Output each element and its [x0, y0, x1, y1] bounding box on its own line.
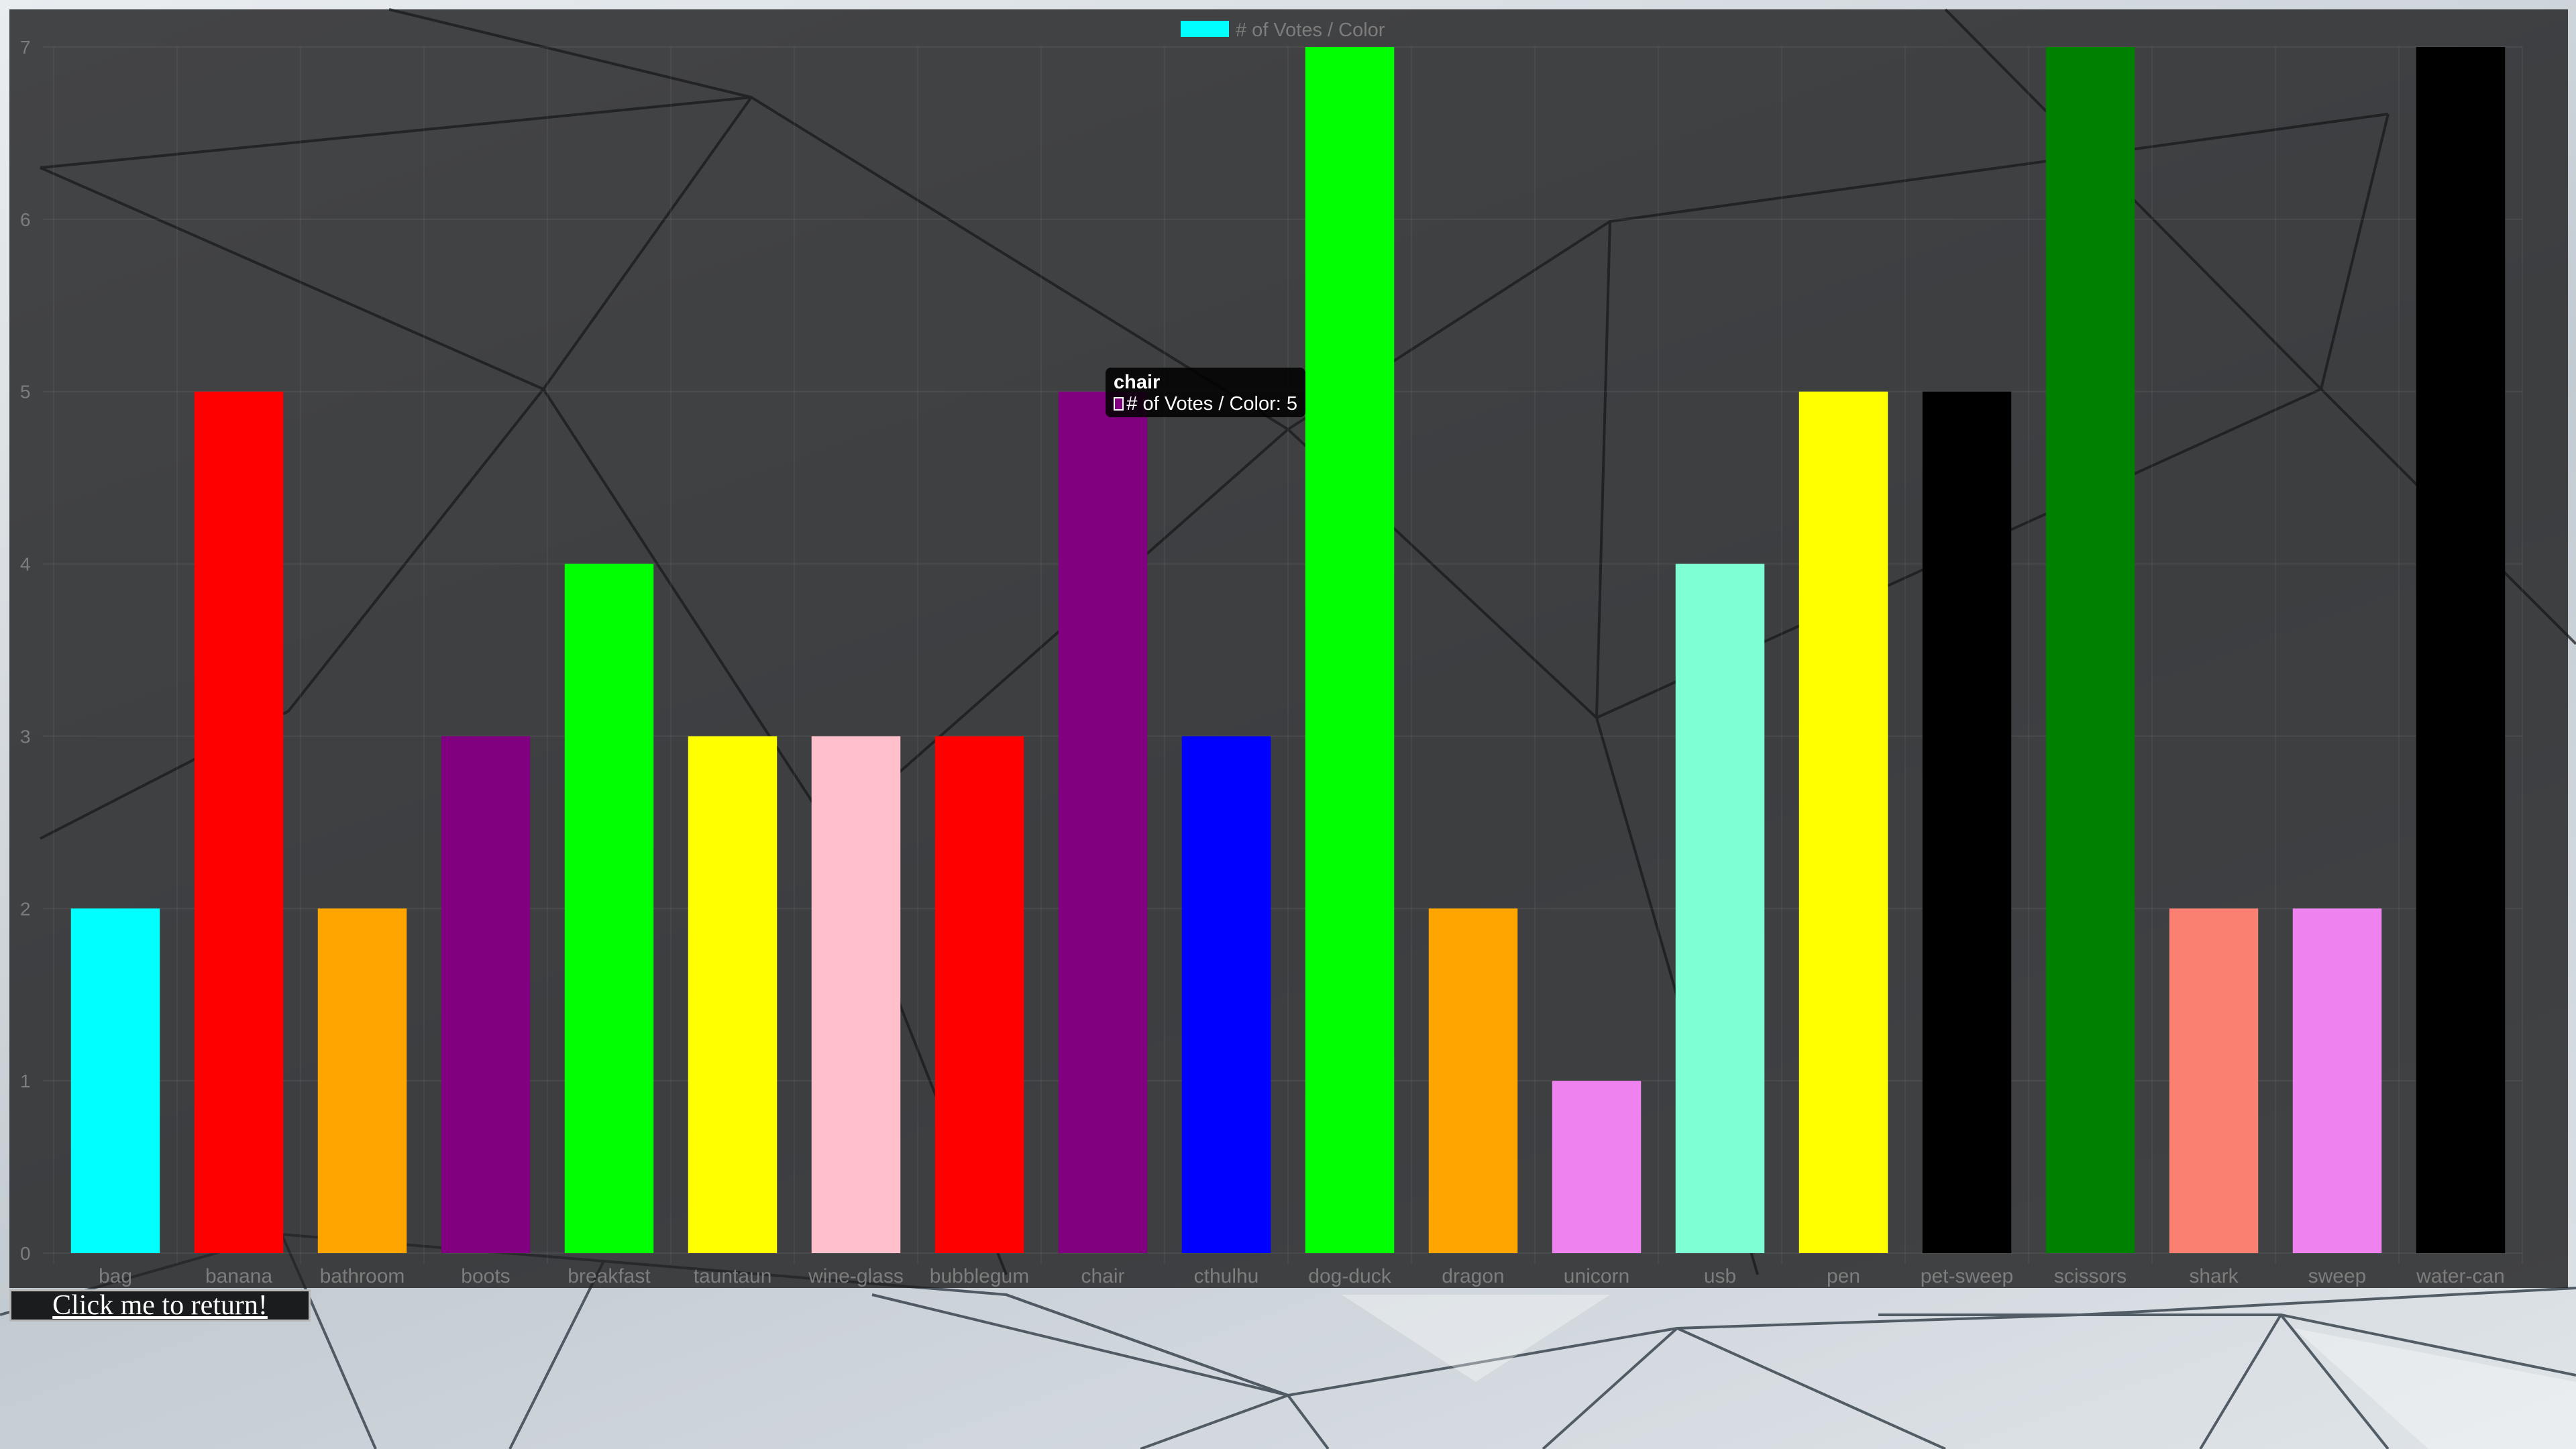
legend-label: # of Votes / Color: [1236, 19, 1385, 41]
bar-unicorn[interactable]: [1552, 1081, 1642, 1253]
x-tick-label: sweep: [2308, 1265, 2367, 1287]
x-tick-label: shark: [2189, 1265, 2239, 1287]
bar-chair[interactable]: [1058, 391, 1148, 1253]
tooltip-value: # of Votes / Color: 5: [1126, 393, 1297, 415]
y-tick-label: 0: [20, 1243, 31, 1264]
bar-usb[interactable]: [1675, 564, 1765, 1253]
y-tick-label: 5: [20, 382, 31, 402]
x-axis: bag banana bathroom boots breakfast tauntaun w…: [99, 1265, 2505, 1287]
bar-water-can[interactable]: [2416, 47, 2506, 1253]
bar-series[interactable]: [70, 47, 2506, 1253]
x-tick-label: pet-sweep: [1921, 1265, 2013, 1287]
bar-cthulhu[interactable]: [1181, 736, 1271, 1253]
y-axis: 0 1 2 3 4 5 6 7: [20, 37, 31, 1264]
bar-bathroom[interactable]: [317, 908, 407, 1253]
bar-bubblegum[interactable]: [934, 736, 1024, 1253]
x-tick-label: usb: [1704, 1265, 1736, 1287]
x-tick-label: bag: [99, 1265, 132, 1287]
x-tick-label: dog-duck: [1308, 1265, 1391, 1287]
return-button[interactable]: Click me to return!: [9, 1289, 311, 1322]
tooltip-title: chair: [1114, 372, 1161, 393]
x-tick-label: tauntaun: [694, 1265, 772, 1287]
x-tick-label: boots: [461, 1265, 510, 1287]
x-tick-label: water-can: [2416, 1265, 2505, 1287]
x-tick-label: scissors: [2054, 1265, 2127, 1287]
x-tick-label: cthulhu: [1194, 1265, 1259, 1287]
bar-sweep[interactable]: [2292, 908, 2382, 1253]
x-tick-label: bathroom: [320, 1265, 405, 1287]
bar-pet-sweep[interactable]: [1922, 391, 2012, 1253]
y-tick-label: 3: [20, 726, 31, 747]
legend-swatch: [1181, 21, 1229, 37]
x-tick-label: wine-glass: [808, 1265, 904, 1287]
bar-wine-glass[interactable]: [811, 736, 901, 1253]
bar-breakfast[interactable]: [564, 564, 654, 1253]
bar-boots[interactable]: [441, 736, 531, 1253]
tooltip-line: # of Votes / Color: 5: [1114, 393, 1297, 415]
x-tick-label: dragon: [1442, 1265, 1504, 1287]
bar-dragon[interactable]: [1428, 908, 1518, 1253]
x-tick-label: chair: [1081, 1265, 1124, 1287]
y-tick-label: 7: [20, 37, 31, 58]
y-tick-label: 4: [20, 554, 31, 575]
x-tick-label: banana: [205, 1265, 272, 1287]
bar-tooltip: chair # of Votes / Color: 5: [1106, 368, 1305, 417]
bar-banana[interactable]: [194, 391, 284, 1253]
x-tick-label: pen: [1827, 1265, 1860, 1287]
bar-bag[interactable]: [70, 908, 160, 1253]
chart-panel: [9, 9, 2568, 1288]
y-tick-label: 1: [20, 1071, 31, 1091]
x-tick-label: bubblegum: [930, 1265, 1029, 1287]
legend[interactable]: # of Votes / Color: [1181, 19, 1385, 41]
y-tick-label: 2: [20, 898, 31, 919]
bar-pen[interactable]: [1799, 391, 1888, 1253]
bar-tauntaun[interactable]: [688, 736, 777, 1253]
tooltip-swatch: [1114, 397, 1124, 411]
y-tick-label: 6: [20, 209, 31, 230]
bar-dog-duck[interactable]: [1305, 47, 1395, 1253]
chart-grid: [43, 46, 2523, 1264]
bar-shark[interactable]: [2169, 908, 2259, 1253]
x-tick-label: unicorn: [1564, 1265, 1629, 1287]
x-tick-label: breakfast: [568, 1265, 651, 1287]
bar-scissors[interactable]: [2045, 47, 2135, 1253]
